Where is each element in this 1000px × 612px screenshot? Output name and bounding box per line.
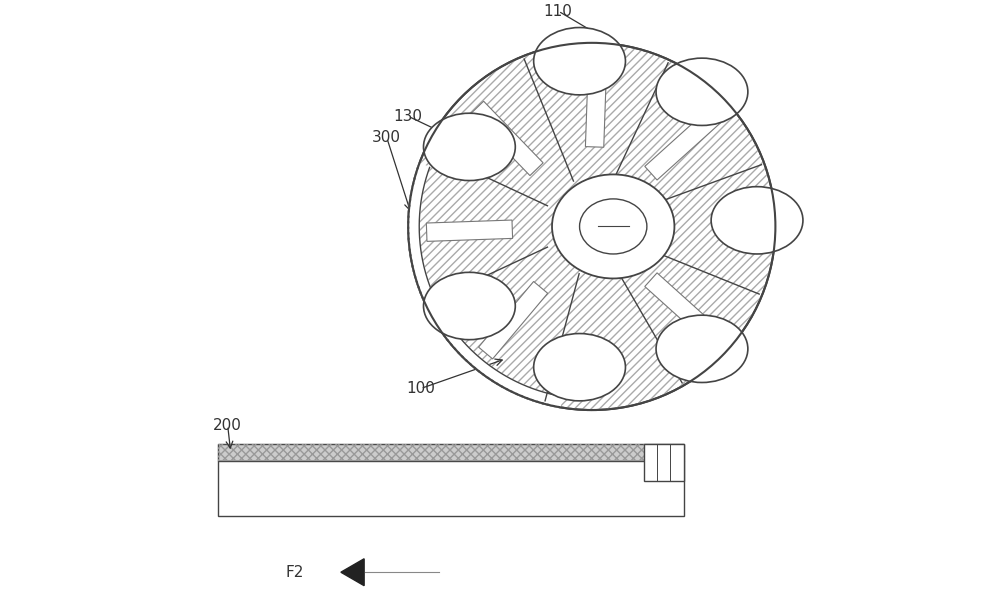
Ellipse shape	[534, 28, 625, 95]
Circle shape	[408, 43, 775, 410]
Bar	[218, 444, 684, 461]
Polygon shape	[645, 273, 721, 344]
Text: 300: 300	[372, 130, 401, 145]
Polygon shape	[426, 220, 513, 241]
Ellipse shape	[656, 315, 748, 382]
Ellipse shape	[424, 272, 515, 340]
Text: 200: 200	[213, 418, 242, 433]
Text: 130: 130	[394, 109, 423, 124]
Polygon shape	[585, 61, 607, 147]
Ellipse shape	[711, 187, 803, 254]
Ellipse shape	[656, 58, 748, 125]
Polygon shape	[479, 282, 548, 359]
Ellipse shape	[424, 113, 515, 181]
Ellipse shape	[534, 334, 625, 401]
Polygon shape	[408, 163, 562, 407]
Ellipse shape	[580, 199, 647, 254]
Text: 110: 110	[544, 4, 573, 18]
Polygon shape	[341, 559, 364, 586]
Bar	[218, 461, 684, 516]
Bar	[644, 444, 684, 482]
Text: 100: 100	[406, 381, 435, 396]
Bar	[218, 444, 684, 461]
Text: F2: F2	[286, 565, 304, 580]
Polygon shape	[470, 101, 543, 176]
Polygon shape	[645, 109, 721, 180]
Ellipse shape	[552, 174, 674, 278]
